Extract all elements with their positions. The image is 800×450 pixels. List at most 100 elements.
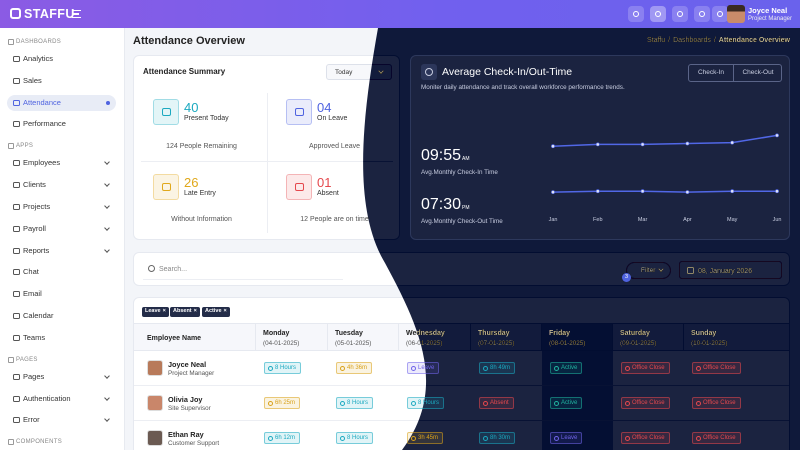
nav-item[interactable]: Reports <box>7 243 116 259</box>
toolbar-icon <box>677 11 683 17</box>
nav-item[interactable]: Performance <box>7 116 116 132</box>
nav-item[interactable]: Email <box>7 286 116 302</box>
toolbar-button[interactable] <box>712 6 728 22</box>
badge-label: Office Close <box>703 365 736 371</box>
badge-icon <box>483 365 488 371</box>
toolbar-button[interactable] <box>672 6 688 22</box>
nav-item[interactable]: Calendar <box>7 308 116 324</box>
toolbar-icon <box>699 11 705 17</box>
nav-label: Analytics <box>23 54 54 63</box>
divider <box>141 161 393 162</box>
data-point <box>730 189 735 194</box>
filter-chip[interactable]: Absent × <box>170 307 200 317</box>
nav-item[interactable]: Pages <box>7 369 116 385</box>
stat-value: 40 <box>184 100 199 115</box>
column-header: Saturday (09-01-2025) <box>613 323 684 351</box>
nav-item[interactable]: Analytics <box>7 51 116 67</box>
badge-label: 8 Hours <box>275 365 297 371</box>
badge-icon <box>554 365 559 371</box>
filter-chip[interactable]: Leave × <box>142 307 169 317</box>
nav-item[interactable]: Clients <box>7 177 116 193</box>
breadcrumb-separator: / <box>713 37 716 44</box>
toolbar-button[interactable] <box>650 6 666 22</box>
badge-icon <box>340 365 345 371</box>
badge-label: 8h 49m <box>490 365 511 371</box>
toolbar-button[interactable] <box>694 6 710 22</box>
badge-label: 3h 45m <box>418 435 439 441</box>
stat-note: Approved Leave <box>309 143 360 150</box>
nav-item[interactable]: Chat <box>7 264 116 280</box>
status-badge: Leave <box>407 362 440 374</box>
search-underline <box>143 279 343 280</box>
stat-icon <box>286 174 312 200</box>
filter-chip[interactable]: Active × <box>202 307 230 317</box>
stat-label: Late Entry <box>184 190 216 197</box>
nav-label: Employees <box>23 158 61 168</box>
chip-label: Absent <box>173 308 192 315</box>
date-picker[interactable]: 08, January 2026 <box>679 261 782 279</box>
stat-value: 04 <box>317 100 332 115</box>
nav-item[interactable]: Sales <box>7 73 116 89</box>
search-input[interactable]: Search... <box>159 266 188 273</box>
column-title: Sunday <box>691 330 717 337</box>
badge-icon <box>554 400 559 406</box>
filter-button[interactable]: Filter <box>626 262 671 279</box>
stat-glyph <box>162 183 171 191</box>
nav-label: Teams <box>23 332 46 342</box>
nav-item[interactable]: Employees <box>7 155 116 171</box>
nav-icon <box>13 417 20 424</box>
checkin-card: Average Check-In/Out-Time Check-In Check-O… <box>410 55 790 240</box>
data-point <box>775 189 779 194</box>
column-date: (08-01-2025) <box>549 340 586 347</box>
nav-item[interactable]: Error <box>7 412 116 428</box>
nav-item[interactable]: Payroll <box>7 221 116 237</box>
badge-label: Office Close <box>632 365 665 371</box>
nav-label: Performance <box>23 119 66 129</box>
chevron <box>104 159 110 166</box>
chip-close: × <box>162 308 166 315</box>
sidebar: DASHBOARDS Analytics Sales Attendance Perfor… <box>0 28 125 450</box>
chip-label: Active <box>205 308 222 315</box>
x-tick-label: Apr <box>683 217 692 223</box>
column-title: Employee Name <box>147 335 202 342</box>
stat-icon <box>153 174 179 200</box>
nav-label: Error <box>23 415 40 425</box>
nav-item[interactable]: Authentication <box>7 391 116 407</box>
badge-label: 6h 12m <box>275 435 296 441</box>
nav-icon <box>13 269 20 276</box>
employee-avatar <box>147 360 163 376</box>
user-avatar[interactable] <box>727 5 745 23</box>
status-badge: 6h 25m <box>264 397 301 409</box>
breadcrumb-item: Attendance Overview <box>718 37 790 44</box>
menu-toggle[interactable] <box>72 10 81 18</box>
stat-label: Present Today <box>184 115 229 122</box>
nav-item[interactable]: Attendance <box>7 94 116 111</box>
menu-line <box>72 13 79 15</box>
badge-icon <box>340 400 345 406</box>
status-badge: Leave <box>550 432 583 444</box>
chip-close: × <box>223 308 227 315</box>
toolbar-button[interactable] <box>628 6 644 22</box>
section-icon <box>8 143 14 150</box>
top-bar: STAFFU Joyce Neal Project Manager <box>0 0 800 28</box>
toolbar-icon <box>633 11 639 17</box>
stat-glyph <box>295 183 304 191</box>
nav-icon <box>13 395 20 402</box>
column-date: (05-01-2025) <box>335 340 372 347</box>
nav-item[interactable]: Projects <box>7 199 116 215</box>
nav-item[interactable]: Teams <box>7 330 116 346</box>
badge-label: 8 Hours <box>347 400 369 406</box>
nav-icon <box>13 160 20 167</box>
section-title: DASHBOARDS <box>16 39 62 45</box>
badge-label: 8 Hours <box>418 400 440 406</box>
status-badge: Active <box>550 397 583 409</box>
badge-icon <box>411 400 416 406</box>
column-title: Monday <box>263 330 290 337</box>
period-dropdown[interactable]: Today <box>326 64 392 80</box>
nav-label: Attendance <box>23 97 61 107</box>
status-badge: 8 Hours <box>407 397 445 409</box>
status-badge: 8h 49m <box>479 362 516 374</box>
badge-icon <box>696 435 701 441</box>
breadcrumb-item: Staffu <box>646 37 666 44</box>
chevron <box>378 68 384 74</box>
